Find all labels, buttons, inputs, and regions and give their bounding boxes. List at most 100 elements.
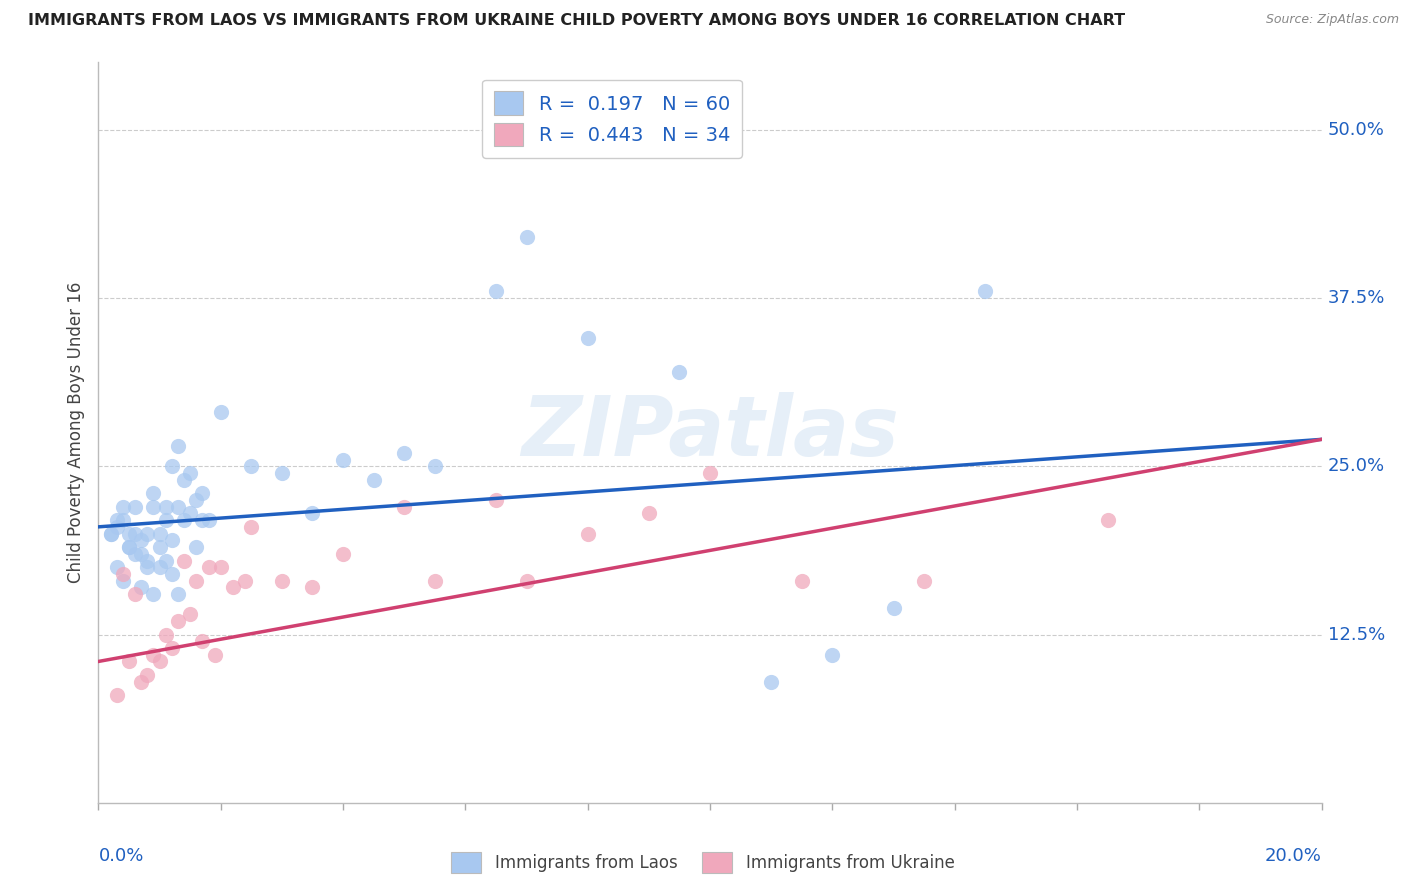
Point <box>142 486 165 500</box>
Point <box>576 331 599 345</box>
Point <box>100 526 122 541</box>
Point <box>197 513 219 527</box>
Point <box>209 560 232 574</box>
Point <box>668 365 690 379</box>
Point <box>118 540 141 554</box>
Point <box>270 574 294 588</box>
Point <box>129 533 152 548</box>
Point <box>155 500 177 514</box>
Point <box>485 492 508 507</box>
Point <box>155 553 177 567</box>
Point <box>222 581 245 595</box>
Point <box>209 405 232 419</box>
Point <box>111 513 134 527</box>
Text: 12.5%: 12.5% <box>1327 625 1385 643</box>
Point <box>167 439 190 453</box>
Point <box>699 466 721 480</box>
Text: 25.0%: 25.0% <box>1327 458 1385 475</box>
Point <box>118 540 141 554</box>
Point <box>142 648 165 662</box>
Point <box>149 655 172 669</box>
Point <box>160 533 183 548</box>
Point <box>186 574 208 588</box>
Y-axis label: Child Poverty Among Boys Under 16: Child Poverty Among Boys Under 16 <box>66 282 84 583</box>
Point <box>129 581 152 595</box>
Point <box>204 648 226 662</box>
Text: ZIPatlas: ZIPatlas <box>522 392 898 473</box>
Point <box>142 587 165 601</box>
Point <box>124 526 146 541</box>
Point <box>105 688 128 702</box>
Point <box>883 600 905 615</box>
Text: 50.0%: 50.0% <box>1327 120 1385 139</box>
Point <box>423 574 446 588</box>
Text: 37.5%: 37.5% <box>1327 289 1385 307</box>
Point <box>142 500 165 514</box>
Point <box>516 230 538 244</box>
Point <box>149 526 172 541</box>
Point <box>173 473 195 487</box>
Point <box>301 581 323 595</box>
Text: IMMIGRANTS FROM LAOS VS IMMIGRANTS FROM UKRAINE CHILD POVERTY AMONG BOYS UNDER 1: IMMIGRANTS FROM LAOS VS IMMIGRANTS FROM … <box>28 13 1125 29</box>
Point <box>392 446 416 460</box>
Point <box>423 459 446 474</box>
Point <box>240 459 263 474</box>
Point <box>240 520 263 534</box>
Point <box>118 655 141 669</box>
Point <box>105 520 128 534</box>
Point <box>111 574 134 588</box>
Point <box>111 500 134 514</box>
Point <box>270 466 294 480</box>
Point <box>186 492 208 507</box>
Point <box>124 587 146 601</box>
Point <box>516 574 538 588</box>
Point <box>790 574 813 588</box>
Point <box>160 459 183 474</box>
Point <box>136 560 159 574</box>
Point <box>136 553 159 567</box>
Point <box>191 634 214 648</box>
Point <box>197 560 219 574</box>
Point <box>124 547 146 561</box>
Point <box>105 513 128 527</box>
Text: 0.0%: 0.0% <box>98 847 143 865</box>
Point <box>186 540 208 554</box>
Text: 20.0%: 20.0% <box>1265 847 1322 865</box>
Point <box>912 574 935 588</box>
Point <box>155 627 177 641</box>
Point <box>129 547 152 561</box>
Point <box>485 285 508 299</box>
Point <box>111 566 134 581</box>
Point <box>167 500 190 514</box>
Point <box>974 285 997 299</box>
Point <box>1097 513 1119 527</box>
Point <box>173 513 195 527</box>
Point <box>167 614 190 628</box>
Point <box>821 648 844 662</box>
Point <box>576 526 599 541</box>
Point <box>160 566 183 581</box>
Point <box>129 674 152 689</box>
Point <box>124 500 146 514</box>
Point <box>149 540 172 554</box>
Point <box>179 607 201 622</box>
Point <box>173 553 195 567</box>
Point <box>160 640 183 655</box>
Point <box>301 507 323 521</box>
Point <box>136 668 159 682</box>
Point <box>155 513 177 527</box>
Point <box>761 674 783 689</box>
Point <box>105 560 128 574</box>
Point <box>637 507 661 521</box>
Point <box>191 486 214 500</box>
Point <box>233 574 256 588</box>
Point <box>100 526 122 541</box>
Legend: Immigrants from Laos, Immigrants from Ukraine: Immigrants from Laos, Immigrants from Uk… <box>444 846 962 880</box>
Point <box>179 466 201 480</box>
Text: Source: ZipAtlas.com: Source: ZipAtlas.com <box>1265 13 1399 27</box>
Point <box>332 452 354 467</box>
Point <box>332 547 354 561</box>
Legend: R =  0.197   N = 60, R =  0.443   N = 34: R = 0.197 N = 60, R = 0.443 N = 34 <box>482 79 742 158</box>
Point <box>167 587 190 601</box>
Point <box>136 526 159 541</box>
